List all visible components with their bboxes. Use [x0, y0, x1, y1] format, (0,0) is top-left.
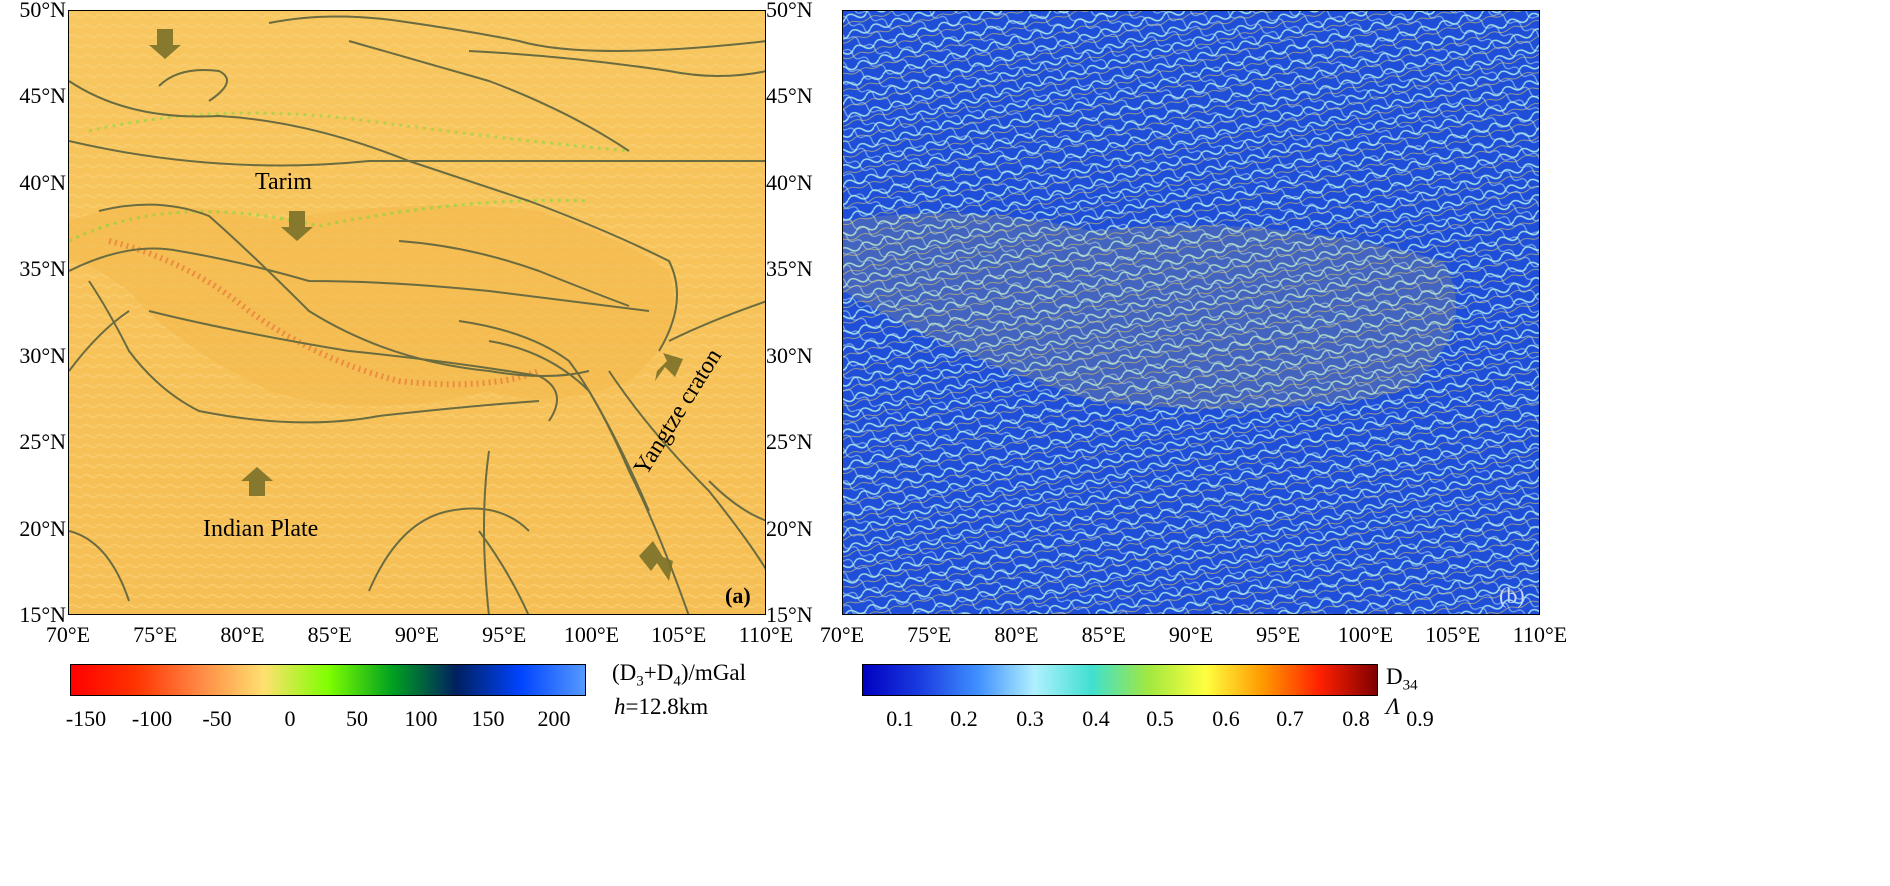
map-panel-b: (b)	[842, 10, 1540, 615]
colorbar-a-title: (D3+D4)/mGal	[612, 660, 747, 690]
colorbar-tick-label: -100	[131, 706, 173, 731]
colorbar-tick-label: 200	[537, 706, 571, 731]
panel-a-ytick: 25°N	[19, 429, 66, 455]
colorbar-tick-label: 50	[346, 706, 368, 731]
panel-a-xtick: 85°E	[307, 622, 352, 647]
panel-b-ytick: 45°N	[766, 83, 813, 109]
panel-b-ytick: 40°N	[766, 169, 813, 195]
colorbar-a-height: h=12.8km	[614, 694, 709, 719]
colorbar-tick-label: 150	[471, 706, 505, 731]
panel-b-ytick: 30°N	[766, 342, 813, 368]
panel-b-ytick: 25°N	[766, 429, 813, 455]
panel-a-xtick: 90°E	[394, 622, 440, 647]
colorbar-tick-label: 100	[404, 706, 438, 731]
tarim-label: Tarim	[255, 169, 312, 195]
colorbar-tick-label: 0.3	[1016, 706, 1044, 731]
panel-a-xtick: 100°E	[563, 622, 620, 647]
panel-a-ytick: 30°N	[19, 342, 66, 368]
panel-b-xtick: 110°E	[1512, 622, 1568, 647]
panel-b-ytick: 35°N	[766, 256, 813, 282]
colorbar-tick-label: 0.6	[1212, 706, 1240, 731]
panel-a-xtick: 110°E	[738, 622, 794, 647]
panel-b-ytick: 20°N	[766, 515, 813, 541]
panel-a-tag: (a)	[725, 583, 751, 608]
colorbar-tick-label: 0.9	[1406, 706, 1434, 731]
colorbar-tick-label: 0.4	[1082, 706, 1110, 731]
colorbar-tick-label: 0.2	[950, 706, 978, 731]
panel-a-ytick: 15°N	[19, 602, 66, 627]
panel-b-ytick: 50°N	[766, 0, 813, 22]
colorbar-b	[862, 664, 1378, 696]
colorbar-tick-label: -150	[65, 706, 107, 731]
panel-a-xtick: 95°E	[482, 622, 527, 647]
panel-a-ytick: 50°N	[19, 0, 66, 22]
panel-b-xtick: 105°E	[1425, 622, 1481, 647]
panel-a-xtick: 80°E	[220, 622, 265, 647]
panel-a-ytick: 20°N	[19, 515, 66, 541]
fault-lines-a	[69, 11, 765, 614]
panel-b-xtick: 75°E	[907, 622, 952, 647]
panel-b-ytick: 15°N	[766, 602, 813, 627]
indian-plate-label: Indian Plate	[203, 516, 319, 542]
colorbar-a	[70, 664, 586, 696]
panel-a-ytick: 35°N	[19, 256, 66, 282]
lineament-texture-b	[843, 11, 1539, 614]
colorbar-b-lambda: Λ	[1386, 694, 1400, 719]
colorbar-tick-label: -50	[202, 706, 232, 731]
panel-a-xtick: 70°E	[45, 622, 91, 647]
map-panel-a: Tarim Indian Plate Yangtze craton (a)	[68, 10, 766, 615]
colorbar-tick-label: 0.5	[1146, 706, 1174, 731]
panel-a-ytick: 40°N	[19, 169, 66, 195]
panel-a-xtick: 75°E	[133, 622, 178, 647]
panel-b-xtick: 95°E	[1256, 622, 1301, 647]
panel-b-xtick: 80°E	[994, 622, 1039, 647]
panel-b-xtick: 100°E	[1337, 622, 1394, 647]
panel-b-xtick: 85°E	[1081, 622, 1126, 647]
colorbar-b-title: D34	[1386, 664, 1418, 694]
colorbar-tick-label: 0.8	[1342, 706, 1370, 731]
panel-b-xtick: 90°E	[1168, 622, 1214, 647]
panel-b-xtick: 70°E	[819, 622, 865, 647]
panel-a-xtick: 105°E	[651, 622, 707, 647]
panel-a-ytick: 45°N	[19, 83, 66, 109]
panel-b-tag: (b)	[1499, 583, 1525, 608]
colorbar-tick-label: 0.7	[1276, 706, 1304, 731]
colorbar-tick-label: 0	[284, 706, 296, 731]
colorbar-tick-label: 0.1	[886, 706, 914, 731]
